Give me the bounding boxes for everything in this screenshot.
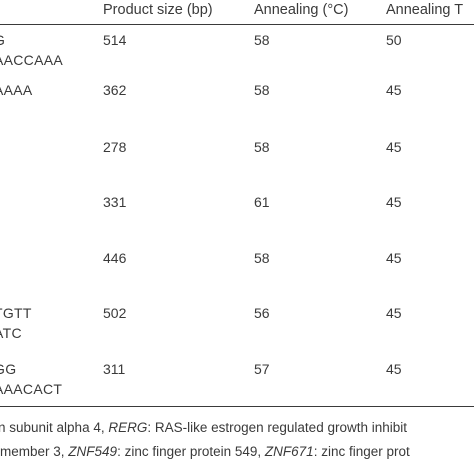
table-row: AAAA 362 58 45: [0, 80, 474, 130]
primer-line: AAACACT: [0, 381, 63, 397]
annealing2-cell: 45: [386, 361, 402, 377]
table-row: 278 58 45: [0, 137, 474, 187]
product-size-cell: 278: [103, 139, 127, 155]
table-bottom-rule: [0, 406, 474, 407]
primer-line: TGTT: [0, 305, 32, 321]
product-size-cell: 362: [103, 82, 127, 98]
header-annealing: Annealing (°C): [254, 2, 349, 18]
primer-line: ATC: [0, 325, 22, 341]
product-size-cell: 446: [103, 250, 127, 266]
annealing-cell: 61: [254, 194, 270, 210]
annealing-cell: 56: [254, 305, 270, 321]
header-product-size: Product size (bp): [103, 2, 213, 18]
table-row: G AACCAAA 514 58 50: [0, 30, 474, 80]
product-size-cell: 514: [103, 32, 127, 48]
annealing-cell: 58: [254, 250, 270, 266]
gene-name: RERG: [108, 420, 148, 435]
primer-cell: G AACCAAA: [0, 30, 63, 70]
footnote-text: : zinc finger protein 549,: [117, 444, 265, 459]
primer-line: G: [0, 30, 63, 50]
table-row: GG AAACACT 311 57 45: [0, 359, 474, 409]
product-size-cell: 311: [103, 361, 126, 377]
primer-line: GG: [0, 361, 17, 377]
footnote-text: : zinc finger prot: [313, 444, 410, 459]
footnote-text: member 3,: [0, 444, 69, 459]
footnote-text: n subunit alpha 4,: [0, 420, 109, 435]
primer-line: AACCAAA: [0, 52, 64, 68]
footnote-line-2: member 3, ZNF549: zinc finger protein 54…: [0, 442, 410, 462]
annealing2-cell: 45: [386, 139, 402, 155]
product-size-cell: 331: [103, 194, 127, 210]
annealing-cell: 58: [254, 82, 270, 98]
footnote-text: : RAS-like estrogen regulated growth inh…: [147, 420, 407, 435]
annealing-cell: 58: [254, 139, 270, 155]
annealing2-cell: 50: [386, 32, 402, 48]
annealing2-cell: 45: [386, 194, 402, 210]
table-row: TGTT ATC 502 56 45: [0, 303, 474, 353]
primer-cell: TGTT ATC: [0, 303, 32, 343]
annealing2-cell: 45: [386, 82, 402, 98]
annealing2-cell: 45: [386, 305, 402, 321]
primer-cell: AAAA: [0, 80, 33, 100]
gene-name: ZNF549: [68, 444, 118, 459]
annealing2-cell: 45: [386, 250, 402, 266]
table-row: 446 58 45: [0, 248, 474, 298]
annealing-cell: 58: [254, 32, 270, 48]
header-annealing-2: Annealing T: [386, 2, 464, 18]
primer-cell: GG AAACACT: [0, 359, 62, 399]
header-rule: [0, 24, 474, 25]
table-header: Product size (bp) Annealing (°C) Anneali…: [0, 0, 474, 24]
annealing-cell: 57: [254, 361, 270, 377]
gene-name: ZNF671: [264, 444, 314, 459]
primer-line: AAAA: [0, 82, 33, 98]
footnote-line-1: n subunit alpha 4, RERG: RAS-like estrog…: [0, 418, 407, 438]
product-size-cell: 502: [103, 305, 127, 321]
table-row: 331 61 45: [0, 192, 474, 242]
